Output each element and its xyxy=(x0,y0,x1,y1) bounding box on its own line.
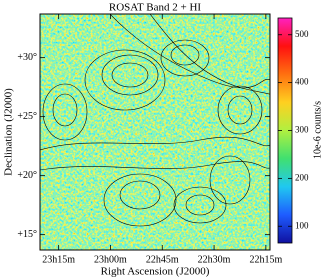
chart-title: ROSAT Band 2 + HI xyxy=(109,2,202,14)
colorbar-tick-label: 200 xyxy=(295,172,309,182)
x-tick-label: 22h45m xyxy=(146,254,179,265)
sky-map xyxy=(40,14,270,250)
x-tick-label: 22h30m xyxy=(198,254,231,265)
colorbar-tick-label: 500 xyxy=(295,29,309,39)
y-tick-label: +20° xyxy=(17,170,37,181)
x-tick-label: 22h15m xyxy=(249,254,282,265)
y-tick-label: +25° xyxy=(17,111,37,122)
x-tick-label: 23h15m xyxy=(42,254,75,265)
y-tick-label: +30° xyxy=(17,52,37,63)
image xyxy=(40,14,270,250)
colorbar-tick-label: 100 xyxy=(295,220,309,230)
x-tick-label: 23h00m xyxy=(94,254,127,265)
x-axis-label: Right Ascension (J2000) xyxy=(101,266,210,278)
colorbar-tick-label: 400 xyxy=(295,77,309,87)
colorbar-label: 10e-6 counts/s xyxy=(312,101,323,159)
contours xyxy=(40,14,270,227)
colorbar-tick-label: 300 xyxy=(295,125,309,135)
plot-frame xyxy=(39,13,271,251)
y-tick-label: +15° xyxy=(17,229,37,240)
y-axis-label: Declination (J2000) xyxy=(3,88,15,176)
